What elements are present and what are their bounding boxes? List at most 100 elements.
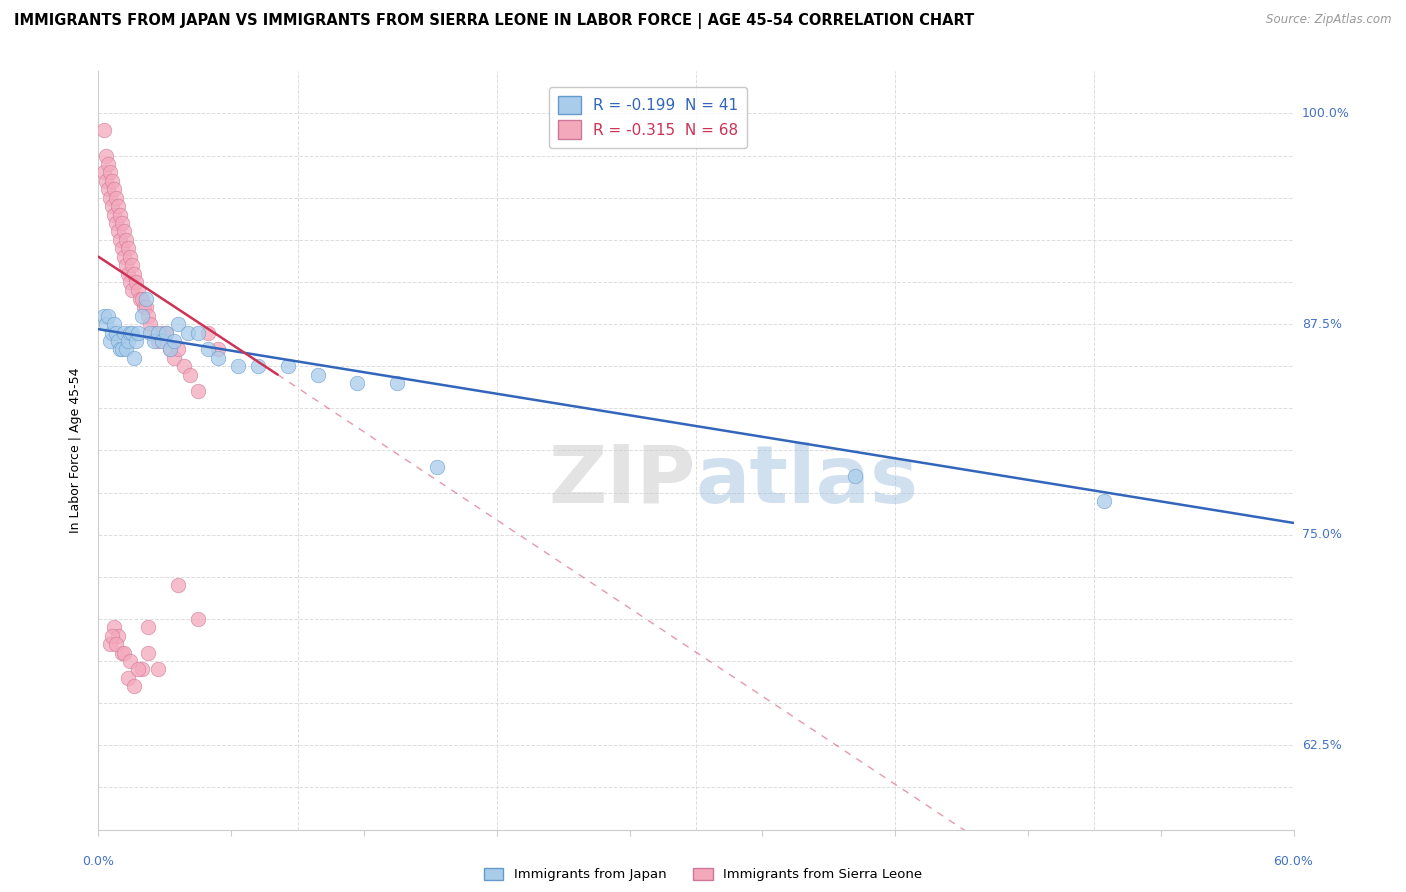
Point bbox=[163, 334, 186, 348]
Point bbox=[96, 148, 118, 162]
Point bbox=[155, 326, 177, 340]
Point bbox=[1092, 494, 1115, 508]
Point bbox=[135, 300, 157, 314]
Point bbox=[101, 174, 124, 188]
Point bbox=[426, 460, 449, 475]
Point bbox=[134, 300, 156, 314]
Point bbox=[115, 258, 138, 272]
Point bbox=[98, 165, 122, 179]
Point bbox=[159, 343, 181, 357]
Point bbox=[148, 334, 170, 348]
Point bbox=[120, 326, 142, 340]
Point bbox=[96, 174, 118, 188]
Point bbox=[103, 182, 125, 196]
Point bbox=[93, 165, 115, 179]
Point bbox=[105, 191, 128, 205]
Text: atlas: atlas bbox=[696, 442, 920, 520]
Point bbox=[143, 326, 166, 340]
Point bbox=[124, 679, 146, 693]
Point bbox=[173, 359, 195, 374]
Point bbox=[110, 208, 132, 222]
Point bbox=[277, 359, 299, 374]
Point bbox=[96, 317, 118, 331]
Point bbox=[124, 351, 146, 365]
Point bbox=[121, 326, 143, 340]
Text: ZIP: ZIP bbox=[548, 442, 696, 520]
Point bbox=[111, 343, 134, 357]
Point bbox=[226, 359, 249, 374]
Point bbox=[112, 224, 135, 238]
Text: 0.0%: 0.0% bbox=[83, 855, 114, 868]
Point bbox=[121, 258, 143, 272]
Point bbox=[346, 376, 368, 390]
Point bbox=[167, 578, 190, 592]
Text: IMMIGRANTS FROM JAPAN VS IMMIGRANTS FROM SIERRA LEONE IN LABOR FORCE | AGE 45-54: IMMIGRANTS FROM JAPAN VS IMMIGRANTS FROM… bbox=[14, 13, 974, 29]
Point bbox=[148, 326, 170, 340]
Point bbox=[139, 317, 162, 331]
Text: 87.5%: 87.5% bbox=[1302, 318, 1341, 331]
Point bbox=[187, 384, 209, 399]
Point bbox=[131, 292, 153, 306]
Point bbox=[112, 250, 135, 264]
Point bbox=[136, 620, 159, 634]
Point bbox=[127, 284, 149, 298]
Point bbox=[167, 317, 190, 331]
Point bbox=[124, 267, 146, 281]
Text: 100.0%: 100.0% bbox=[1302, 107, 1350, 120]
Point bbox=[93, 309, 115, 323]
Point bbox=[187, 612, 209, 626]
Point bbox=[115, 233, 138, 247]
Point bbox=[98, 191, 122, 205]
Point bbox=[103, 208, 125, 222]
Point bbox=[107, 224, 129, 238]
Text: 75.0%: 75.0% bbox=[1302, 528, 1341, 541]
Point bbox=[101, 326, 124, 340]
Point bbox=[135, 292, 157, 306]
Point bbox=[120, 275, 142, 289]
Point bbox=[107, 199, 129, 213]
Y-axis label: In Labor Force | Age 45-54: In Labor Force | Age 45-54 bbox=[69, 368, 83, 533]
Point bbox=[110, 343, 132, 357]
Point bbox=[127, 663, 149, 677]
Point bbox=[97, 182, 120, 196]
Point bbox=[97, 309, 120, 323]
Point bbox=[105, 326, 128, 340]
Text: Source: ZipAtlas.com: Source: ZipAtlas.com bbox=[1267, 13, 1392, 27]
Point bbox=[159, 343, 181, 357]
Point bbox=[150, 326, 173, 340]
Point bbox=[136, 309, 159, 323]
Point bbox=[105, 216, 128, 230]
Point bbox=[98, 334, 122, 348]
Point bbox=[115, 343, 138, 357]
Point bbox=[143, 334, 166, 348]
Point bbox=[131, 663, 153, 677]
Text: 60.0%: 60.0% bbox=[1274, 855, 1313, 868]
Point bbox=[163, 351, 186, 365]
Point bbox=[112, 646, 135, 660]
Text: 62.5%: 62.5% bbox=[1302, 739, 1341, 752]
Point bbox=[111, 241, 134, 255]
Point bbox=[117, 241, 139, 255]
Point bbox=[120, 250, 142, 264]
Point bbox=[307, 368, 329, 382]
Point bbox=[98, 637, 122, 651]
Point bbox=[246, 359, 269, 374]
Point bbox=[844, 468, 866, 483]
Point bbox=[107, 629, 129, 643]
Point bbox=[187, 326, 209, 340]
Point bbox=[177, 326, 200, 340]
Legend: R = -0.199  N = 41, R = -0.315  N = 68: R = -0.199 N = 41, R = -0.315 N = 68 bbox=[548, 87, 748, 148]
Point bbox=[179, 368, 201, 382]
Point bbox=[197, 343, 219, 357]
Point bbox=[111, 646, 134, 660]
Point bbox=[120, 654, 142, 668]
Point bbox=[111, 216, 134, 230]
Point bbox=[101, 199, 124, 213]
Point bbox=[105, 637, 128, 651]
Point bbox=[117, 267, 139, 281]
Point bbox=[148, 663, 170, 677]
Point bbox=[385, 376, 409, 390]
Point bbox=[127, 326, 149, 340]
Point bbox=[103, 620, 125, 634]
Point bbox=[155, 326, 177, 340]
